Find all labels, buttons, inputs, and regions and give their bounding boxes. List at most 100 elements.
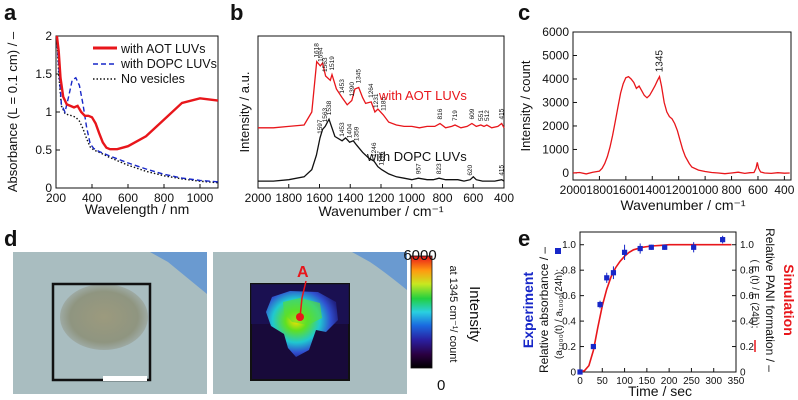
c-xtick-label: 400 [774, 183, 794, 197]
e-ytick-label-right: 0.6 [740, 291, 754, 302]
b-xtick-label: 2000 [245, 191, 272, 205]
e-experiment-point [610, 270, 617, 276]
panel-e-xlabel: Time / sec [628, 383, 692, 399]
c-xtick-label: 1200 [665, 183, 692, 197]
panel-b-series [258, 59, 505, 182]
b-peak-label: 609 [469, 108, 476, 119]
e-xtick-label: 300 [705, 376, 722, 387]
c-xtick-label: 2000 [560, 183, 587, 197]
point-a-label: A [297, 264, 309, 281]
e-experiment-point [577, 369, 583, 375]
a-xtick-label: 600 [118, 191, 138, 205]
b-peak-label: 1453 [339, 122, 346, 137]
c-xtick-label: 1800 [586, 183, 613, 197]
b-peak-label: 1390 [349, 82, 356, 97]
e-ytick-label-left: 1.0 [562, 240, 576, 251]
c-ytick-label: 4000 [542, 72, 569, 86]
panel-c: 2000 1800 1600 1400 1200 1000 800 600 4000100020… [518, 25, 795, 213]
b-peak-label: 1404 [347, 123, 354, 138]
a-xtick-label: 200 [46, 191, 66, 205]
e-experiment-point [621, 249, 628, 255]
panel-e-left-formula-square [555, 248, 561, 254]
b-xtick-label: 600 [463, 191, 483, 205]
c-ytick-label: 1000 [542, 142, 569, 156]
b-peak-label: 1345 [356, 69, 363, 84]
e-xtick-label: 50 [597, 376, 609, 387]
b-peak-label: 1185 [380, 97, 387, 111]
panel-d: A 6000 0 Intensity at 1345 cm⁻¹/ count [13, 247, 483, 394]
micrograph-bright-field [13, 252, 207, 394]
panel-c-ylabel: Intensity / count [518, 60, 533, 151]
b-peak-label: 1594 [317, 47, 324, 62]
panel-a-legend: with AOT LUVs with DOPC LUVs No vesicles [93, 42, 217, 86]
a-ytick-label: 1 [45, 105, 52, 119]
c-xtick-label: 1400 [639, 183, 666, 197]
c-ytick-label: 5000 [542, 48, 569, 62]
c-series-line [572, 74, 790, 175]
panel-e-series [577, 235, 732, 375]
b-series-line [258, 59, 505, 129]
panel-b-label-aot: with AOT LUVs [378, 88, 467, 103]
colorbar-subtitle: at 1345 cm⁻¹/ count [447, 266, 459, 363]
a-xtick-label: 1000 [187, 191, 214, 205]
panel-e-left-title: Experiment [520, 272, 536, 349]
b-xtick-label: 1400 [337, 191, 364, 205]
c-xtick-label: 1000 [692, 183, 719, 197]
b-xtick-label: 1000 [398, 191, 425, 205]
b-peak-label: 719 [452, 110, 459, 121]
e-experiment-point [691, 244, 697, 250]
micrograph-raman-map: A [213, 252, 407, 394]
c-ytick-label: 2000 [542, 119, 569, 133]
e-experiment-point [590, 343, 596, 350]
panel-e-left-formula-group: (a₁₀₀₀(t) / a₁₀₀₀(24h); [554, 248, 565, 359]
legend-label-none: No vesicles [121, 72, 185, 86]
b-series-line [258, 117, 505, 182]
e-experiment-point [662, 244, 668, 250]
b-peak-label: 1264 [368, 83, 375, 98]
panel-b-ylabel: Intensity / a.u. [237, 72, 252, 153]
e-ytick-label-left: 0.6 [562, 291, 576, 302]
c-ytick-label: 0 [562, 166, 569, 180]
b-peak-label: 1196 [379, 151, 386, 165]
e-xtick-label: 0 [577, 376, 583, 387]
b-peak-label: 1231 [373, 93, 380, 108]
e-ytick-label-left: 0.4 [562, 317, 576, 328]
e-ytick-label-right: 0.4 [740, 317, 754, 328]
a-series-line [56, 35, 219, 183]
a-series-line [55, 35, 219, 151]
panel-c-ticks: 2000 1800 1600 1400 1200 1000 800 600 4000100020… [542, 25, 794, 197]
e-xtick-label: 100 [616, 376, 633, 387]
b-peak-label: 1597 [317, 119, 324, 134]
c-xtick-label: 800 [722, 183, 742, 197]
panel-e-right-title: Simulation [781, 264, 797, 336]
b-peak-label: 957 [415, 163, 422, 174]
e-ytick-label-right: 0.2 [740, 342, 754, 353]
a-series-line [56, 35, 219, 184]
e-ytick-label-left: 0 [570, 368, 576, 379]
panel-b-label-dopc: with DOPC LUVs [366, 149, 467, 164]
panel-letter-e: e [518, 226, 530, 251]
e-ytick-label-right: 0.8 [740, 266, 754, 277]
panel-letter-c: c [518, 0, 530, 25]
panel-b-ticks: 2000 1800 1600 1400 1200 1000 800 600 400 [245, 184, 514, 205]
panel-a-series [55, 35, 219, 184]
panel-e-right-label: Relative PANI formation / – [763, 228, 777, 372]
legend-label-dopc: with DOPC LUVs [120, 57, 217, 71]
panel-a-ylabel: Absorbance (L = 0.1 cm) / – [5, 31, 20, 192]
panel-a-ticks: 200 400 600 800 1000 0 0.5 1 1.5 2 [35, 29, 213, 205]
colorbar-min-label: 0 [437, 377, 445, 394]
e-experiment-point [648, 244, 654, 250]
b-peak-label: 1359 [354, 126, 361, 141]
c-ytick-label: 3000 [542, 95, 569, 109]
b-xtick-label: 400 [494, 191, 514, 205]
b-xtick-label: 1600 [306, 191, 333, 205]
b-peak-label: 1563 [322, 57, 329, 72]
a-ytick-label: 2 [45, 29, 52, 43]
b-peak-label: 620 [467, 164, 474, 175]
colorbar-max-label: 6000 [403, 247, 436, 264]
panel-e-plot-frame [579, 231, 737, 373]
e-ytick-label-right: 1.0 [740, 240, 754, 251]
b-peak-label: 1538 [326, 100, 333, 115]
